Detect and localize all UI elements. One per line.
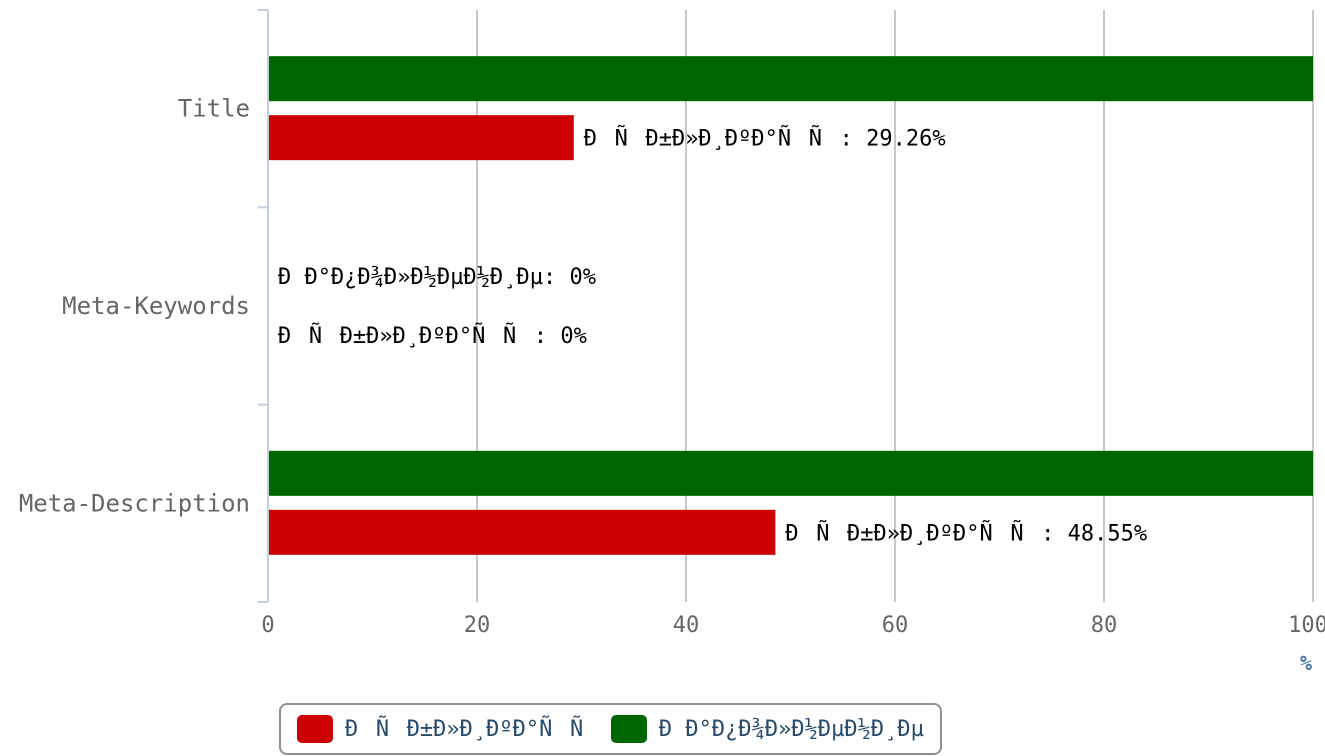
legend-item-1[interactable]: ÐÐ°Ð¿Ð¾Ð»Ð½ÐµÐ½Ð¸Ðµ xyxy=(610,715,924,743)
x-tick-label: 20 xyxy=(464,613,491,638)
data-label: ÐÐ°Ð¿Ð¾Ð»Ð½ÐµÐ½Ð¸Ðµ: 0% xyxy=(278,265,596,290)
bar xyxy=(269,56,1313,102)
data-label: ÐÑÐ±Ð»Ð¸ÐºÐ°ÑÑ: 0% xyxy=(278,322,587,349)
legend-item-0[interactable]: ÐÑÐ±Ð»Ð¸ÐºÐ°ÑÑ xyxy=(297,715,601,743)
x-tick-label: 80 xyxy=(1091,613,1118,638)
data-label: ÐÑÐ±Ð»Ð¸ÐºÐ°ÑÑ: 29.26% xyxy=(584,125,946,152)
category-label: Title xyxy=(178,95,250,123)
data-labels: ÐÐ°Ð¿Ð¾Ð»Ð½ÐµÐ½Ð¸Ðµ: 0% ÐÑÐ±Ð»Ð¸ÐºÐ°Ñ… xyxy=(278,125,1147,547)
grid-lines: 0 20 40 60 80 100 xyxy=(261,10,1325,638)
bar xyxy=(269,450,1313,496)
category-label: Meta-Description xyxy=(19,489,250,517)
bar-series xyxy=(269,56,1313,555)
x-tick-label: 60 xyxy=(882,613,909,638)
data-label: ÐÑÐ±Ð»Ð¸ÐºÐ°ÑÑ: 48.55% xyxy=(785,519,1147,546)
category-label: Meta-Keywords xyxy=(62,292,250,320)
unit-label: % xyxy=(1300,651,1312,675)
x-tick-label: 100 xyxy=(1288,613,1325,638)
legend-swatch-0 xyxy=(297,715,333,743)
x-tick-label: 40 xyxy=(673,613,700,638)
legend-label-0: ÐÑÐ±Ð»Ð¸ÐºÐ°ÑÑ xyxy=(345,717,601,742)
legend-swatch-1 xyxy=(610,715,647,743)
legend: ÐÑÐ±Ð»Ð¸ÐºÐ°ÑÑ ÐÐ°Ð¿Ð¾Ð»Ð½ÐµÐ½Ð¸Ðµ xyxy=(279,703,942,755)
legend-label-1: ÐÐ°Ð¿Ð¾Ð»Ð½ÐµÐ½Ð¸Ðµ xyxy=(658,716,924,742)
bar xyxy=(269,115,574,161)
x-tick-label: 0 xyxy=(261,613,274,638)
bar xyxy=(269,509,776,555)
category-axis: Title Meta-Keywords Meta-Description xyxy=(19,9,269,603)
